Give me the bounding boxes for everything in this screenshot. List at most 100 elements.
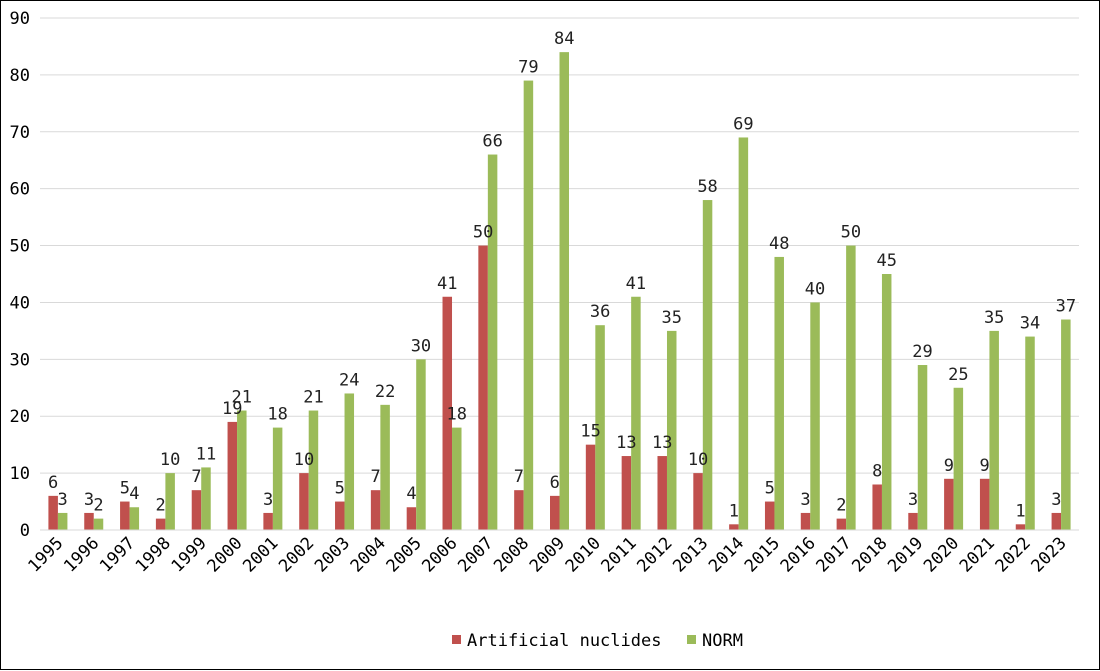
x-axis-ticks: 1995199619971998199920002001200220032004…	[24, 533, 1070, 576]
x-tick-label: 2000	[203, 533, 246, 576]
data-label: 18	[447, 405, 467, 425]
bar-norm	[416, 359, 426, 530]
data-label: 25	[948, 365, 968, 385]
x-tick-label: 2017	[813, 533, 856, 576]
data-label: 22	[375, 382, 395, 402]
bar-artificial-nuclides	[1051, 512, 1062, 530]
data-label: 5	[335, 479, 345, 499]
data-label: 13	[652, 433, 672, 453]
data-label: 1	[729, 501, 739, 521]
x-tick-label: 2022	[992, 533, 1035, 576]
bar-artificial-nuclides	[299, 473, 309, 530]
y-tick-label: 0	[20, 521, 30, 541]
bar-artificial-nuclides	[406, 507, 417, 530]
bar-norm	[774, 256, 784, 530]
data-label: 37	[1056, 297, 1076, 317]
bar-norm	[272, 427, 283, 530]
data-label: 10	[160, 450, 180, 470]
y-tick-label: 20	[10, 407, 30, 427]
bar-artificial-nuclides	[227, 421, 238, 530]
data-labels: 63 3 25 42107111921318102152472243041185066…	[48, 29, 1076, 521]
bar-norm	[523, 80, 534, 531]
bar-norm	[631, 296, 641, 530]
data-label: 3	[263, 490, 273, 510]
bar-artificial-nuclides	[657, 456, 667, 530]
x-tick-label: 2018	[848, 533, 891, 576]
y-tick-label: 10	[10, 464, 30, 484]
x-tick-label: 2006	[418, 533, 461, 576]
data-label: 35	[984, 308, 1004, 328]
data-label: 24	[339, 370, 359, 390]
bar-norm	[487, 154, 498, 531]
data-label: 11	[196, 444, 216, 464]
x-tick-label: 2007	[454, 533, 497, 576]
data-label: 41	[437, 274, 457, 294]
x-tick-label: 2008	[490, 533, 533, 576]
data-label: 7	[370, 467, 380, 487]
x-tick-label: 2010	[562, 533, 605, 576]
x-tick-label: 1998	[132, 533, 175, 576]
y-tick-label: 80	[10, 66, 30, 86]
data-label: 19	[222, 399, 242, 419]
data-label: 30	[411, 336, 431, 356]
x-tick-label: 2014	[705, 533, 748, 576]
y-tick-label: 70	[10, 123, 30, 143]
data-label: 9	[944, 456, 954, 476]
y-tick-label: 90	[10, 9, 30, 29]
data-label: 5	[120, 479, 130, 499]
bar-artificial-nuclides	[155, 518, 166, 530]
bar-artificial-nuclides	[764, 501, 775, 530]
data-label: 1	[1015, 501, 1025, 521]
bar-norm	[165, 473, 175, 530]
x-tick-label: 1999	[168, 533, 211, 576]
data-label: 4	[406, 484, 416, 504]
data-label: 36	[590, 302, 610, 322]
data-label: 48	[769, 234, 789, 254]
bar-norm	[1061, 319, 1071, 530]
bar-norm	[953, 387, 964, 530]
bar-artificial-nuclides	[48, 495, 58, 530]
bar-artificial-nuclides	[693, 473, 703, 530]
bar-artificial-nuclides	[335, 501, 345, 530]
y-tick-label: 40	[10, 293, 30, 313]
bar-norm	[380, 404, 390, 530]
data-label: 69	[733, 114, 753, 134]
x-tick-label: 2016	[777, 533, 820, 576]
bar-norm	[559, 52, 569, 531]
data-label: 40	[805, 279, 825, 299]
x-tick-label: 2003	[311, 533, 354, 576]
bar-norm	[595, 325, 605, 530]
data-label: 2	[156, 496, 166, 516]
bar-norm	[881, 274, 892, 530]
bars	[48, 52, 1071, 531]
bar-norm	[810, 302, 820, 530]
bar-norm	[702, 200, 713, 531]
x-tick-label: 2019	[884, 533, 927, 576]
data-label: 79	[518, 58, 538, 78]
data-label: 3	[1051, 490, 1061, 510]
bar-artificial-nuclides	[550, 495, 560, 530]
bar-norm	[846, 245, 856, 531]
bar-artificial-nuclides	[120, 501, 130, 530]
bar-norm	[738, 137, 749, 530]
data-label: 8	[872, 461, 882, 481]
data-label: 41	[626, 274, 646, 294]
data-label: 5	[765, 479, 775, 499]
x-tick-label: 2015	[741, 533, 784, 576]
x-tick-label: 2001	[239, 533, 282, 576]
bar-artificial-nuclides	[800, 512, 811, 530]
bar-norm	[1025, 336, 1035, 530]
bar-norm	[989, 330, 999, 530]
data-label: 84	[554, 29, 574, 49]
data-label: 15	[580, 422, 600, 442]
bar-artificial-nuclides	[585, 444, 596, 530]
data-label: 13	[616, 433, 636, 453]
data-label: 34	[1020, 314, 1040, 334]
data-label: 7	[514, 467, 524, 487]
x-tick-label: 2012	[633, 533, 676, 576]
data-label: 18	[267, 405, 287, 425]
bar-artificial-nuclides	[442, 296, 453, 530]
data-label: 10	[294, 450, 314, 470]
